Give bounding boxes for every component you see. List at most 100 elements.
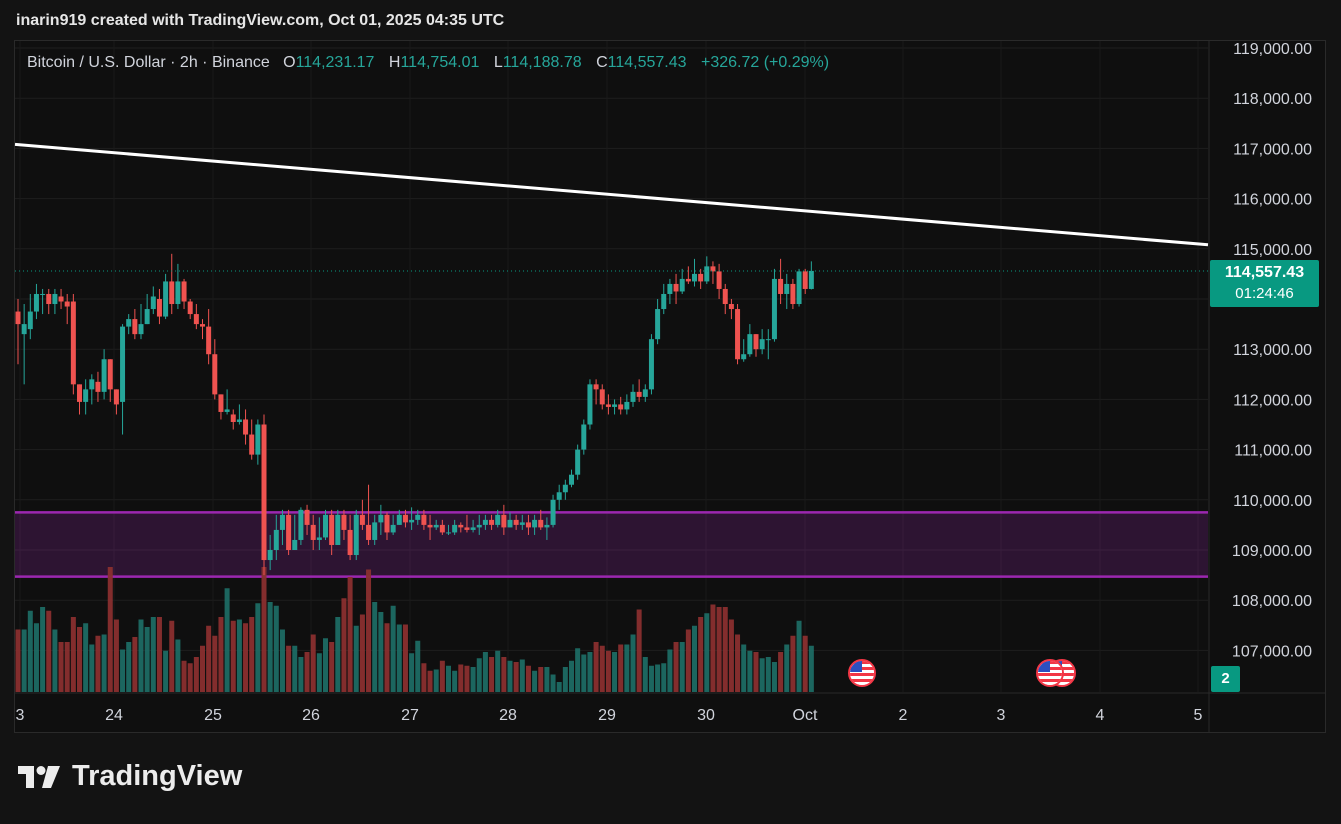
candle-body[interactable] [513,519,519,525]
candle-body[interactable] [298,509,304,540]
candle-body[interactable] [581,424,587,450]
candle-body[interactable] [243,419,249,435]
candle-body[interactable] [181,281,187,302]
symbol-title[interactable]: Bitcoin / U.S. Dollar · 2h · Binance [27,54,270,71]
price-chart[interactable]: 119,000.00 118,000.00 117,000.00 116,000.00… [0,0,1341,740]
candle-body[interactable] [476,524,482,528]
candle-body[interactable] [218,394,224,412]
candle-body[interactable] [390,524,396,533]
candle-body[interactable] [587,384,593,425]
candle-body[interactable] [347,529,353,556]
candle-body[interactable] [427,524,433,528]
candle-body[interactable] [796,271,802,305]
candle-body[interactable] [685,278,691,282]
candle-body[interactable] [15,311,21,325]
candle-body[interactable] [433,524,439,528]
candle-body[interactable] [728,304,734,310]
candle-body[interactable] [556,492,562,500]
candle-body[interactable] [402,514,408,523]
candle-body[interactable] [292,539,298,550]
candle-body[interactable] [464,527,470,530]
candle-body[interactable] [593,384,599,390]
candle-body[interactable] [156,299,162,317]
candle-body[interactable] [741,354,747,360]
candle-body[interactable] [415,514,421,520]
candle-body[interactable] [255,424,261,455]
candle-body[interactable] [538,519,544,528]
candle-body[interactable] [120,326,126,402]
candle-body[interactable] [569,474,574,485]
candle-body[interactable] [58,296,64,302]
candle-body[interactable] [716,271,722,289]
candle-body[interactable] [605,404,611,407]
candle-body[interactable] [372,522,378,540]
candle-body[interactable] [482,519,488,525]
candle-body[interactable] [193,314,199,325]
candle-body[interactable] [704,266,710,282]
candle-body[interactable] [310,524,316,540]
candle-body[interactable] [89,379,95,390]
candle-body[interactable] [544,524,550,528]
candle-body[interactable] [359,514,365,525]
candle-body[interactable] [765,339,771,341]
candle-body[interactable] [599,389,605,405]
candle-body[interactable] [366,524,372,540]
candle-body[interactable] [341,514,347,530]
candle-body[interactable] [77,384,82,402]
candle-body[interactable] [279,514,285,530]
candle-body[interactable] [236,419,242,422]
candle-body[interactable] [470,527,476,530]
candle-body[interactable] [612,404,618,407]
candle-body[interactable] [562,484,568,493]
candle-body[interactable] [70,301,76,385]
candle-body[interactable] [421,514,427,525]
candle-body[interactable] [452,524,458,533]
candle-body[interactable] [642,389,648,397]
candle-body[interactable] [489,519,495,525]
candle-body[interactable] [630,391,636,402]
us-flag-icon[interactable] [1036,659,1064,687]
candle-body[interactable] [710,266,716,272]
candle-body[interactable] [778,278,784,294]
candle-body[interactable] [224,409,230,412]
support-zone[interactable] [15,512,1208,577]
candle-body[interactable] [212,354,218,395]
candle-body[interactable] [353,514,359,556]
candle-body[interactable] [323,514,328,538]
candle-body[interactable] [113,389,119,405]
candle-body[interactable] [138,324,144,335]
candle-body[interactable] [95,381,101,392]
candle-body[interactable] [624,401,630,410]
candle-body[interactable] [519,522,525,525]
candle-body[interactable] [83,389,89,402]
candle-body[interactable] [163,281,169,317]
candle-body[interactable] [335,514,341,545]
candle-body[interactable] [698,273,704,282]
candle-body[interactable] [661,293,667,310]
candle-body[interactable] [550,499,556,525]
candle-body[interactable] [753,334,759,350]
candle-body[interactable] [187,301,193,315]
candle-body[interactable] [747,334,753,355]
candle-body[interactable] [175,281,181,305]
candle-body[interactable] [316,537,322,540]
volume-pane-badge[interactable]: 2 [1211,666,1240,692]
candle-body[interactable] [46,293,52,305]
candle-body[interactable] [790,283,796,305]
candle-body[interactable] [507,519,513,528]
candle-body[interactable] [532,519,538,528]
candle-body[interactable] [439,524,445,533]
candle-body[interactable] [33,293,39,312]
candle-body[interactable] [808,270,814,289]
candle-body[interactable] [525,522,531,528]
candle-body[interactable] [52,293,58,305]
candle-body[interactable] [655,309,661,340]
chart-frame[interactable] [14,40,1326,733]
us-flag-icon[interactable] [848,659,876,687]
candle-body[interactable] [458,524,464,528]
candle-body[interactable] [802,271,808,289]
candle-body[interactable] [673,283,679,292]
candle-body[interactable] [618,404,624,410]
tradingview-logo[interactable]: TradingView [18,760,242,793]
candle-body[interactable] [261,424,267,561]
